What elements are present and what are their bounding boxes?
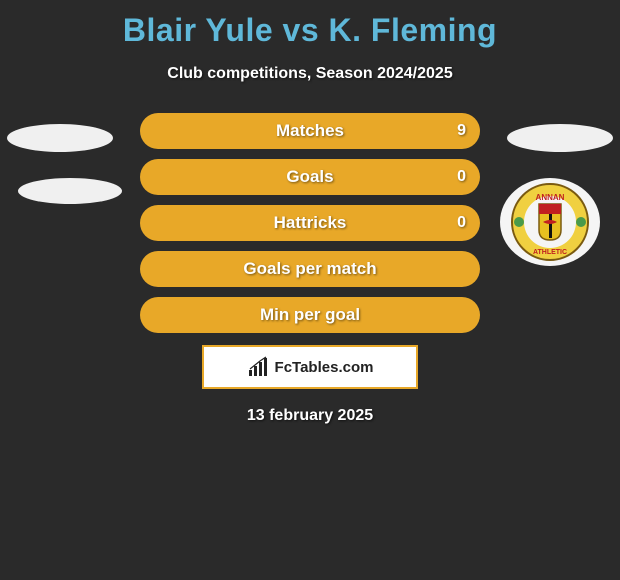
stat-row-min-per-goal: Min per goal	[140, 297, 480, 333]
fctables-logo-text: FcTables.com	[275, 359, 374, 376]
stats-block: Matches 9 Goals 0 Hattricks 0 Goals per …	[0, 113, 620, 425]
bars-icon	[247, 356, 271, 378]
stat-value-right: 0	[457, 205, 466, 241]
stat-value-right: 0	[457, 159, 466, 195]
page-title: Blair Yule vs K. Fleming	[0, 0, 620, 49]
stat-row-matches: Matches 9	[140, 113, 480, 149]
stat-label: Hattricks	[140, 205, 480, 241]
date-text: 13 february 2025	[0, 407, 620, 425]
stat-label: Goals	[140, 159, 480, 195]
stat-label: Goals per match	[140, 251, 480, 287]
stat-row-goals-per-match: Goals per match	[140, 251, 480, 287]
stat-value-right: 9	[457, 113, 466, 149]
stat-label: Matches	[140, 113, 480, 149]
stat-row-hattricks: Hattricks 0	[140, 205, 480, 241]
stat-label: Min per goal	[140, 297, 480, 333]
subtitle: Club competitions, Season 2024/2025	[0, 65, 620, 83]
fctables-logo-box: FcTables.com	[202, 345, 418, 389]
stat-row-goals: Goals 0	[140, 159, 480, 195]
